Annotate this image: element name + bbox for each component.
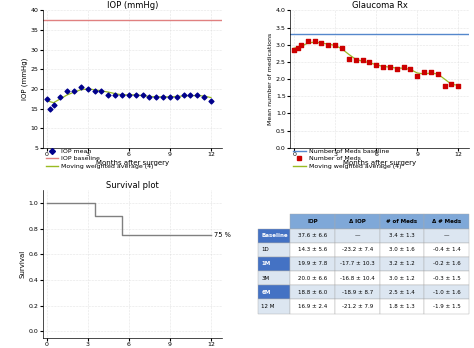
- Point: [325, 42, 332, 48]
- Point: [180, 92, 187, 98]
- Point: [153, 94, 160, 100]
- Point: [359, 57, 366, 63]
- Point: [64, 88, 71, 94]
- Point: [338, 46, 346, 51]
- Point: [139, 92, 146, 98]
- Point: [57, 94, 64, 100]
- Point: [111, 92, 119, 98]
- Point: [105, 92, 112, 98]
- Point: [98, 88, 105, 94]
- Point: [365, 59, 373, 65]
- Point: [352, 57, 359, 63]
- Point: [373, 63, 380, 68]
- X-axis label: Months after surgery: Months after surgery: [343, 160, 416, 166]
- Point: [407, 66, 414, 72]
- Point: [345, 56, 353, 61]
- Point: [166, 94, 173, 100]
- Point: [46, 106, 54, 111]
- Point: [50, 102, 57, 108]
- Point: [311, 39, 319, 44]
- Point: [173, 94, 181, 100]
- Point: [379, 64, 387, 70]
- Point: [159, 94, 167, 100]
- Point: [91, 88, 99, 94]
- Point: [304, 39, 311, 44]
- Y-axis label: Mean number of medications: Mean number of medications: [268, 33, 273, 125]
- Point: [386, 64, 394, 70]
- Point: [84, 86, 91, 92]
- Y-axis label: Survival: Survival: [20, 250, 26, 278]
- Point: [297, 42, 305, 48]
- Y-axis label: IOP (mmHg): IOP (mmHg): [21, 58, 28, 100]
- Point: [294, 46, 301, 51]
- Title: IOP (mmHg): IOP (mmHg): [107, 1, 158, 10]
- Point: [70, 88, 78, 94]
- Point: [207, 98, 215, 103]
- Point: [427, 70, 435, 75]
- Point: [193, 92, 201, 98]
- Legend: Number of Meds baseline, Number of Meds, Moving weighted average (4): Number of Meds baseline, Number of Meds,…: [293, 149, 401, 169]
- Point: [132, 92, 139, 98]
- Point: [291, 47, 298, 53]
- Legend: IOP mean, IOP baseline, Moving weighted average (4): IOP mean, IOP baseline, Moving weighted …: [46, 149, 154, 169]
- Point: [201, 94, 208, 100]
- Point: [318, 40, 325, 46]
- Text: 75 %: 75 %: [214, 232, 230, 238]
- Point: [187, 92, 194, 98]
- Point: [393, 66, 401, 72]
- Point: [420, 70, 428, 75]
- Point: [331, 42, 339, 48]
- Point: [455, 83, 462, 89]
- Point: [434, 71, 442, 77]
- Point: [125, 92, 133, 98]
- Point: [413, 73, 421, 79]
- Point: [146, 94, 153, 100]
- Point: [77, 84, 85, 90]
- X-axis label: Months after surgery: Months after surgery: [96, 160, 169, 166]
- Point: [441, 83, 448, 89]
- Point: [118, 92, 126, 98]
- Title: Survival plot: Survival plot: [106, 181, 159, 190]
- Point: [447, 81, 455, 87]
- Point: [400, 64, 407, 70]
- Title: Glaucoma Rx: Glaucoma Rx: [352, 1, 408, 10]
- Point: [43, 96, 51, 102]
